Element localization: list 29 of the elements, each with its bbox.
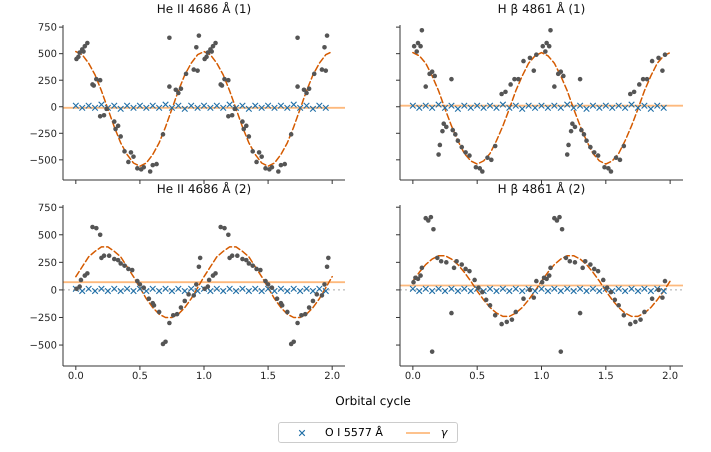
y-tick-label: 250 xyxy=(38,258,57,269)
chart-title: He II 4686 Å (2) xyxy=(156,182,252,196)
chart-title: He II 4686 Å (1) xyxy=(156,2,252,16)
x-tick-label: 1.0 xyxy=(196,371,212,382)
x-tick-label: 0.0 xyxy=(404,371,421,382)
x-tick-label: 2.0 xyxy=(324,371,340,382)
x-axis-title: Orbital cycle xyxy=(334,394,412,408)
y-tick-label: −250 xyxy=(30,313,57,324)
y-tick-label: −250 xyxy=(30,128,57,140)
y-tick-label: 250 xyxy=(38,76,57,87)
legend-label: O I 5577 Å xyxy=(325,426,383,439)
y-tick-label: −500 xyxy=(30,340,57,352)
legend-label: γ xyxy=(440,426,448,439)
x-tick-label: 1.0 xyxy=(534,371,550,382)
y-tick-label: −500 xyxy=(30,155,57,166)
y-tick-label: 500 xyxy=(38,230,57,242)
y-tick-label: 500 xyxy=(38,49,57,60)
y-tick-label: 750 xyxy=(38,22,57,34)
x-tick-label: 0.0 xyxy=(68,371,84,382)
chart-title: H β 4861 Å (1) xyxy=(496,2,586,16)
x-tick-label: 0.5 xyxy=(132,371,148,382)
y-tick-label: 0 xyxy=(50,285,57,296)
x-tick-label: 1.5 xyxy=(260,371,276,382)
chart-title: H β 4861 Å (2) xyxy=(496,182,586,196)
x-tick-label: 1.5 xyxy=(598,371,614,382)
y-tick-label: 750 xyxy=(38,202,57,214)
y-tick-label: 0 xyxy=(50,102,57,114)
x-tick-label: 0.5 xyxy=(469,371,486,382)
x-tick-label: 2.0 xyxy=(662,371,678,382)
